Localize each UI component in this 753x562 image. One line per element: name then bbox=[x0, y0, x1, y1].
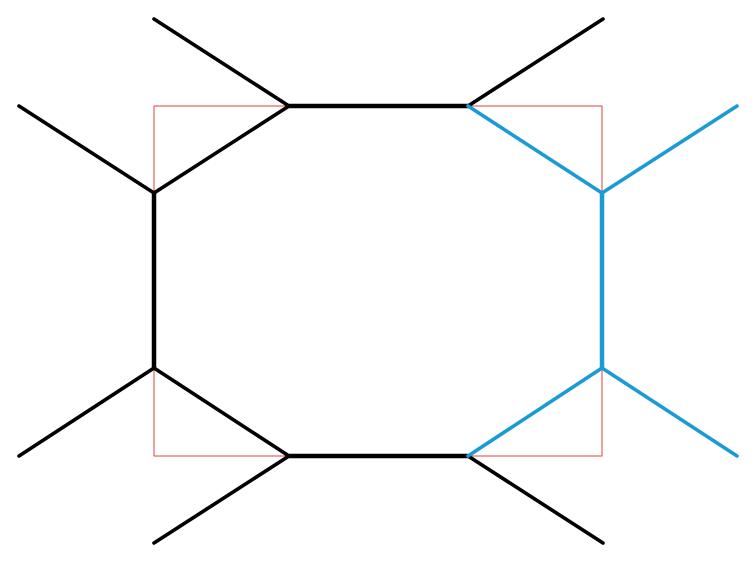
bond-out-left-lower bbox=[17, 366, 156, 458]
bond-lower-left-diagonal bbox=[152, 366, 291, 458]
bond-out-top-left bbox=[152, 17, 291, 108]
bond-blue-out-upper bbox=[600, 104, 739, 195]
bond-out-bottom-right bbox=[466, 454, 605, 545]
bond-out-top-right bbox=[466, 17, 605, 108]
bond-blue-lower-right-diagonal bbox=[466, 366, 604, 458]
bond-blue-upper-right-diagonal bbox=[466, 104, 604, 195]
unit-cell-box bbox=[153, 105, 603, 457]
bond-blue-out-lower bbox=[600, 366, 739, 458]
highlighted-bonds-group bbox=[466, 104, 739, 458]
bond-out-left-upper bbox=[17, 104, 156, 195]
bond-out-bottom-left bbox=[152, 454, 291, 545]
black-bonds-group bbox=[17, 17, 605, 545]
bond-upper-left-diagonal bbox=[152, 104, 291, 195]
